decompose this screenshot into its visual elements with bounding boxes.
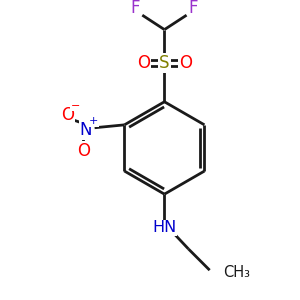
Text: O: O	[77, 142, 91, 160]
Text: −: −	[71, 100, 80, 111]
Text: F: F	[131, 0, 140, 17]
Text: HN: HN	[152, 220, 177, 235]
Text: O: O	[61, 106, 74, 124]
Text: S: S	[159, 54, 170, 72]
Text: O: O	[179, 54, 192, 72]
Text: +: +	[89, 116, 98, 126]
Text: CH₃: CH₃	[223, 265, 250, 280]
Text: O: O	[137, 54, 150, 72]
Text: F: F	[189, 0, 198, 17]
Text: N: N	[80, 121, 92, 139]
